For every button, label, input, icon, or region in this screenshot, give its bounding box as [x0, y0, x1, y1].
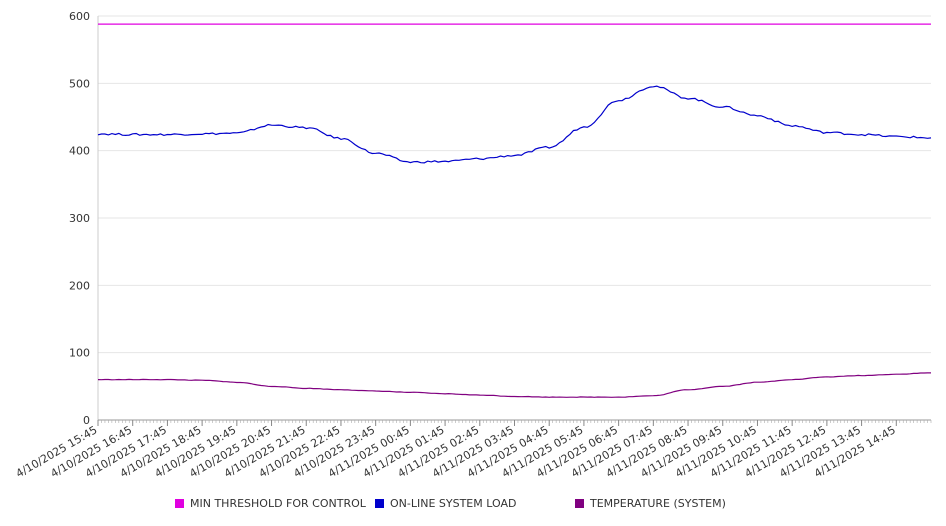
- legend-item-min-threshold[interactable]: MIN THRESHOLD FOR CONTROL: [175, 497, 366, 510]
- y-tick-label: 200: [69, 279, 90, 292]
- legend-label-min-threshold: MIN THRESHOLD FOR CONTROL: [190, 497, 366, 510]
- x-axis-ticks: 4/10/2025 15:454/10/2025 16:454/10/2025 …: [14, 420, 898, 480]
- legend-swatch-online-system-load: [375, 499, 384, 508]
- legend-label-temperature: TEMPERATURE (SYSTEM): [590, 497, 726, 510]
- legend-swatch-min-threshold: [175, 499, 184, 508]
- y-tick-label: 100: [69, 347, 90, 360]
- legend-label-online-system-load: ON-LINE SYSTEM LOAD: [390, 497, 517, 510]
- y-tick-label: 0: [83, 414, 90, 427]
- y-tick-label: 400: [69, 145, 90, 158]
- y-tick-label: 300: [69, 212, 90, 225]
- axes: [97, 16, 932, 423]
- series-line-temperature-system[interactable]: [97, 372, 931, 398]
- y-axis-ticks: 0 100 200 300 400 500 600: [69, 10, 90, 427]
- legend-swatch-temperature: [575, 499, 584, 508]
- legend: MIN THRESHOLD FOR CONTROL ON-LINE SYSTEM…: [0, 497, 946, 515]
- gridlines: [98, 15, 931, 354]
- series-lines: [97, 23, 932, 398]
- series-line-on-line-system-load[interactable]: [97, 85, 932, 164]
- legend-item-temperature[interactable]: TEMPERATURE (SYSTEM): [575, 497, 726, 510]
- legend-item-online-system-load[interactable]: ON-LINE SYSTEM LOAD: [375, 497, 516, 510]
- y-tick-label: 500: [69, 77, 90, 90]
- y-tick-label: 600: [69, 10, 90, 23]
